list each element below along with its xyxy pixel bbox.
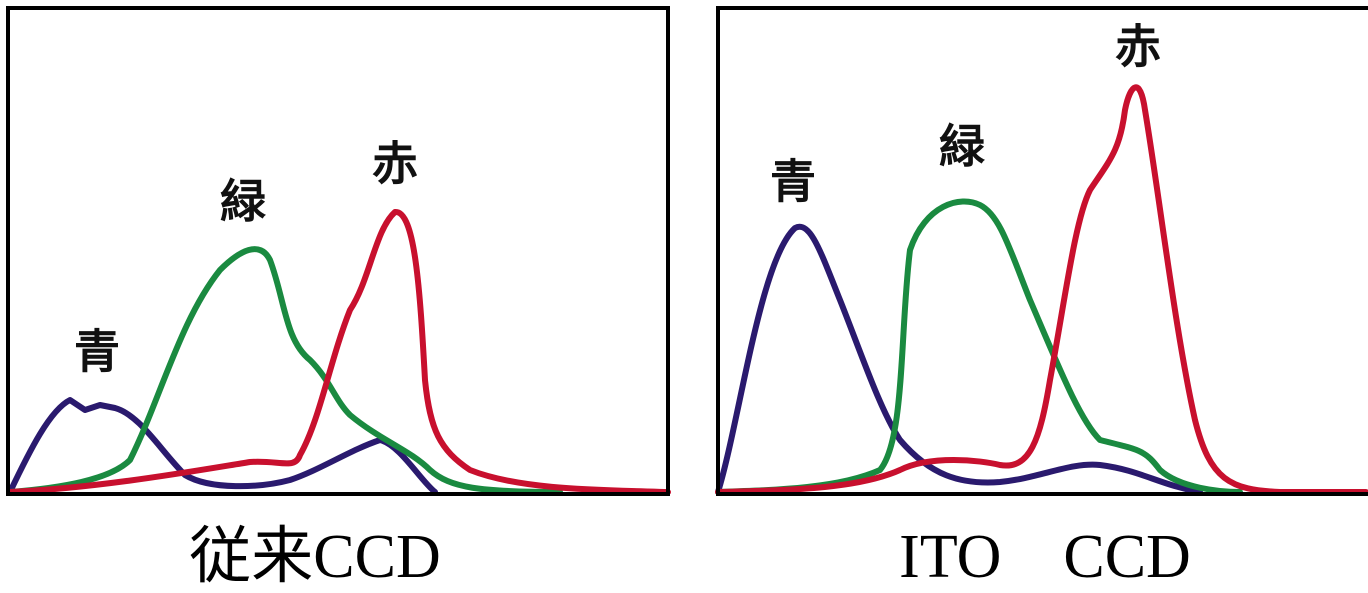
panel-conventional: 青 緑 赤 従来CCD — [6, 6, 671, 591]
green-curve — [7, 246, 563, 495]
caption: ITO CCD — [899, 523, 1191, 591]
blue-curve — [7, 397, 438, 495]
red-curve — [715, 84, 1368, 495]
green-label: 緑 — [939, 120, 986, 174]
red-label: 赤 — [372, 137, 418, 191]
green-label: 緑 — [220, 175, 267, 229]
panel-frame — [6, 6, 670, 496]
panel-frame — [716, 6, 1368, 496]
panel-ito: 青 緑 赤 ITO CCD — [715, 6, 1368, 591]
red-label: 赤 — [1115, 20, 1161, 74]
caption: 従来CCD — [189, 523, 440, 591]
blue-label: 青 — [74, 325, 120, 379]
red-curve — [7, 209, 671, 495]
green-curve — [715, 198, 1243, 495]
blue-curve — [715, 223, 1203, 495]
blue-label: 青 — [770, 155, 816, 209]
